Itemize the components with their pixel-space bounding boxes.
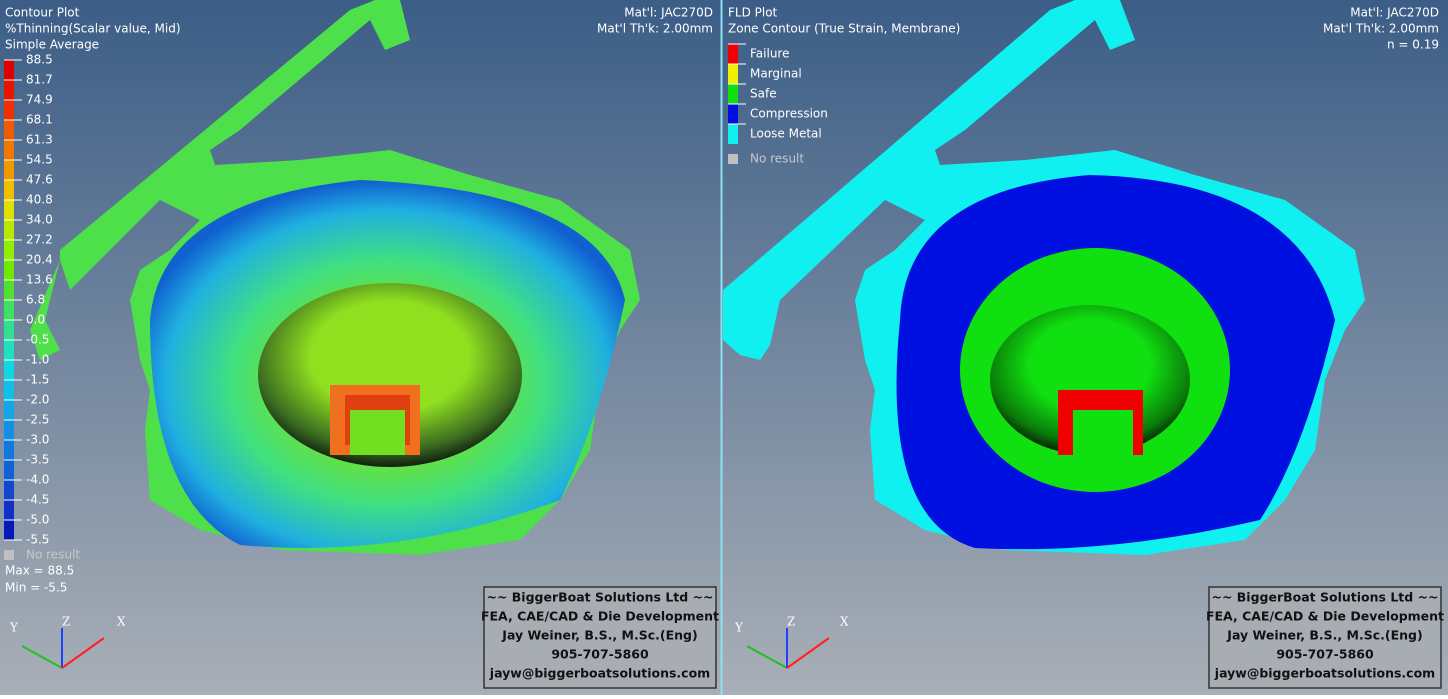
legend-label: 68.1 xyxy=(26,113,53,127)
credit-frame xyxy=(483,586,717,689)
legend-label: 20.4 xyxy=(26,253,53,267)
credit-line: ~~ BiggerBoat Solutions Ltd ~~ xyxy=(1211,590,1438,605)
credit-box: ~~ BiggerBoat Solutions Ltd ~~ FEA, CAE/C… xyxy=(481,586,719,689)
thickness: Mat'l Th'k: 2.00mm xyxy=(597,22,713,36)
legend-label: Failure xyxy=(750,47,789,61)
legend-swatch xyxy=(728,124,738,144)
credit-box: ~~ BiggerBoat Solutions Ltd ~~ FEA, CAE/C… xyxy=(1206,586,1444,689)
legend-swatch xyxy=(728,64,738,84)
legend-label: 40.8 xyxy=(26,193,53,207)
subtitle: Zone Contour (True Strain, Membrane) xyxy=(728,22,960,36)
legend-swatch xyxy=(4,420,14,440)
legend-label: 27.2 xyxy=(26,233,53,247)
no-result: No result xyxy=(750,152,804,166)
axis-label: Y xyxy=(9,621,19,635)
legend-swatch xyxy=(4,320,14,340)
legend-swatch xyxy=(4,480,14,500)
legend-label: -2.0 xyxy=(26,393,49,407)
subtitle: %Thinning(Scalar value, Mid) xyxy=(5,22,181,36)
credit-line: 905-707-5860 xyxy=(1276,647,1374,662)
no-result-swatch xyxy=(4,550,14,560)
legend-label: -4.5 xyxy=(26,493,49,507)
credit-line: jayw@biggerboatsolutions.com xyxy=(1214,666,1435,681)
axis-label: X xyxy=(840,615,849,629)
min: Min = -5.5 xyxy=(5,581,67,595)
legend-swatch xyxy=(4,380,14,400)
no-result: No result xyxy=(26,548,80,562)
right-part xyxy=(723,0,1365,555)
legend-swatch xyxy=(4,500,14,520)
axis-label: Z xyxy=(787,615,795,629)
material: Mat'l: JAC270D xyxy=(624,6,713,20)
title: Contour Plot xyxy=(5,6,80,20)
legend-label: 13.6 xyxy=(26,273,53,287)
credit-line: Jay Weiner, B.S., M.Sc.(Eng) xyxy=(1226,628,1422,643)
legend-label: Compression xyxy=(750,107,828,121)
legend-label: -3.5 xyxy=(26,453,49,467)
legend-swatch xyxy=(728,104,738,124)
legend-label: 0.0 xyxy=(26,313,45,327)
legend-swatch xyxy=(4,240,14,260)
legend-swatch xyxy=(4,80,14,100)
credit-line: 905-707-5860 xyxy=(551,647,649,662)
left-part xyxy=(30,0,640,555)
legend-swatch xyxy=(4,60,14,80)
credit-line: ~~ BiggerBoat Solutions Ltd ~~ xyxy=(486,590,713,605)
legend-swatch xyxy=(4,440,14,460)
legend-swatch xyxy=(4,260,14,280)
material: Mat'l: JAC270D xyxy=(1350,6,1439,20)
legend-swatch xyxy=(4,180,14,200)
legend-swatch xyxy=(4,360,14,380)
legend-swatch xyxy=(728,44,738,64)
axis-label: X xyxy=(117,615,126,629)
axis-triads xyxy=(21,628,830,669)
legend-label: Marginal xyxy=(750,67,802,81)
legend-label: Safe xyxy=(750,87,777,101)
legend-label: 54.5 xyxy=(26,153,53,167)
legend-label: -3.0 xyxy=(26,433,49,447)
legend-label: Loose Metal xyxy=(750,127,822,141)
legend-label: 81.7 xyxy=(26,73,53,87)
legend-label: -5.5 xyxy=(26,533,49,547)
axis-label: Y xyxy=(734,621,744,635)
legend-label: 88.5 xyxy=(26,53,53,67)
method: Simple Average xyxy=(5,38,99,52)
legend-label: -1.5 xyxy=(26,373,49,387)
legend-label: -4.0 xyxy=(26,473,49,487)
legend-swatch xyxy=(4,200,14,220)
legend-label: 6.8 xyxy=(26,293,45,307)
thickness: Mat'l Th'k: 2.00mm xyxy=(1323,22,1439,36)
legend-swatch xyxy=(4,400,14,420)
legend-swatch xyxy=(4,140,14,160)
legend-swatch xyxy=(4,520,14,540)
legend-label: 61.3 xyxy=(26,133,53,147)
credit-line: FEA, CAE/CAD & Die Development xyxy=(481,609,719,624)
credit-line: jayw@biggerboatsolutions.com xyxy=(489,666,710,681)
legend-swatch xyxy=(728,84,738,104)
legend-swatch xyxy=(4,220,14,240)
legend-swatch xyxy=(4,120,14,140)
legend-swatch xyxy=(4,280,14,300)
title: FLD Plot xyxy=(728,6,778,20)
legend-label: -5.0 xyxy=(26,513,49,527)
legend-swatch xyxy=(4,160,14,180)
credit-frame xyxy=(1208,586,1442,689)
credit-line: Jay Weiner, B.S., M.Sc.(Eng) xyxy=(501,628,697,643)
legend-swatch xyxy=(4,100,14,120)
legend-label: 34.0 xyxy=(26,213,53,227)
n-value: n = 0.19 xyxy=(1387,38,1439,52)
legend-swatch xyxy=(4,300,14,320)
legend-label: -1.0 xyxy=(26,353,49,367)
legend-label: -2.5 xyxy=(26,413,49,427)
no-result-swatch xyxy=(728,154,738,164)
legend-swatch xyxy=(4,460,14,480)
credit-line: FEA, CAE/CAD & Die Development xyxy=(1206,609,1444,624)
legend-swatch xyxy=(4,340,14,360)
legend-label: 47.6 xyxy=(26,173,53,187)
legend-label: -0.5 xyxy=(26,333,49,347)
max: Max = 88.5 xyxy=(5,564,74,578)
axis-label: Z xyxy=(62,615,70,629)
legend-label: 74.9 xyxy=(26,93,53,107)
